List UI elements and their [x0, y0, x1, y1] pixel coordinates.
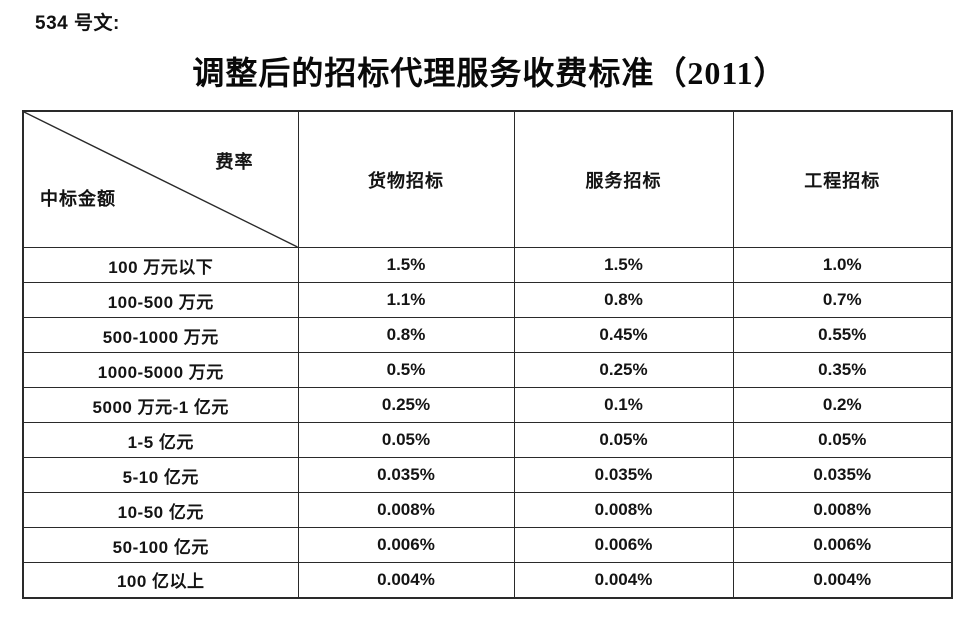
- fee-cell: 0.006%: [513, 527, 734, 563]
- fee-cell: 0.45%: [513, 317, 734, 353]
- table-row: 1-5 亿元 0.05% 0.05% 0.05%: [22, 422, 953, 458]
- corner-cell-inner: 费率 中标金额: [24, 112, 298, 247]
- row-label: 5-10 亿元: [22, 457, 299, 493]
- table-row: 50-100 亿元 0.006% 0.006% 0.006%: [22, 527, 953, 563]
- table-row: 100 亿以上 0.004% 0.004% 0.004%: [22, 562, 953, 598]
- fee-cell: 0.55%: [732, 317, 953, 353]
- doc-number: 534 号文:: [35, 13, 120, 34]
- fee-cell: 0.05%: [732, 422, 953, 458]
- fee-cell: 0.25%: [297, 387, 515, 423]
- column-header-engineering-tender: 工程招标: [732, 110, 953, 248]
- page-title: 调整后的招标代理服务收费标准（2011）: [192, 55, 787, 91]
- table-row: 5-10 亿元 0.035% 0.035% 0.035%: [22, 457, 953, 493]
- table-row: 100-500 万元 1.1% 0.8% 0.7%: [22, 282, 953, 318]
- fee-cell: 0.008%: [297, 492, 515, 528]
- row-label: 1-5 亿元: [22, 422, 299, 458]
- fee-cell: 0.004%: [732, 562, 953, 598]
- column-header-service-tender: 服务招标: [513, 110, 734, 248]
- fee-cell: 1.0%: [732, 247, 953, 283]
- fee-cell: 0.7%: [732, 282, 953, 318]
- fee-cell: 0.35%: [732, 352, 953, 388]
- fee-cell: 0.004%: [297, 562, 515, 598]
- fee-cell: 0.2%: [732, 387, 953, 423]
- row-label: 5000 万元-1 亿元: [22, 387, 299, 423]
- fee-cell: 0.006%: [297, 527, 515, 563]
- table-body: 100 万元以下 1.5% 1.5% 1.0% 100-500 万元 1.1% …: [22, 247, 953, 598]
- header-row: 费率 中标金额 货物招标 服务招标 工程招标: [22, 110, 953, 248]
- row-label: 500-1000 万元: [22, 317, 299, 353]
- fee-cell: 0.004%: [513, 562, 734, 598]
- table-row: 10-50 亿元 0.008% 0.008% 0.008%: [22, 492, 953, 528]
- row-label: 100-500 万元: [22, 282, 299, 318]
- corner-cell: 费率 中标金额: [22, 110, 299, 248]
- row-label: 50-100 亿元: [22, 527, 299, 563]
- fee-cell: 0.1%: [513, 387, 734, 423]
- corner-label-fee-rate: 费率: [215, 152, 254, 172]
- table-row: 100 万元以下 1.5% 1.5% 1.0%: [22, 247, 953, 283]
- row-label: 1000-5000 万元: [22, 352, 299, 388]
- fee-cell: 0.8%: [513, 282, 734, 318]
- fee-cell: 1.1%: [297, 282, 515, 318]
- row-label: 100 亿以上: [22, 562, 299, 598]
- table-row: 1000-5000 万元 0.5% 0.25% 0.35%: [22, 352, 953, 388]
- fee-cell: 1.5%: [297, 247, 515, 283]
- diagonal-divider-line: [24, 112, 298, 247]
- fee-cell: 0.05%: [297, 422, 515, 458]
- column-header-goods-tender: 货物招标: [297, 110, 515, 248]
- fee-cell: 0.25%: [513, 352, 734, 388]
- fee-cell: 0.035%: [513, 457, 734, 493]
- corner-label-bid-amount: 中标金额: [40, 189, 116, 209]
- table-row: 5000 万元-1 亿元 0.25% 0.1% 0.2%: [22, 387, 953, 423]
- fee-cell: 0.035%: [732, 457, 953, 493]
- table-row: 500-1000 万元 0.8% 0.45% 0.55%: [22, 317, 953, 353]
- fee-cell: 0.035%: [297, 457, 515, 493]
- fee-cell: 0.05%: [513, 422, 734, 458]
- fee-cell: 0.8%: [297, 317, 515, 353]
- fee-cell: 0.008%: [513, 492, 734, 528]
- fee-rate-table: 费率 中标金额 货物招标 服务招标 工程招标 100 万元以下 1.5% 1.5…: [22, 110, 953, 599]
- fee-cell: 0.5%: [297, 352, 515, 388]
- row-label: 10-50 亿元: [22, 492, 299, 528]
- fee-cell: 1.5%: [513, 247, 734, 283]
- row-label: 100 万元以下: [22, 247, 299, 283]
- fee-cell: 0.008%: [732, 492, 953, 528]
- fee-cell: 0.006%: [732, 527, 953, 563]
